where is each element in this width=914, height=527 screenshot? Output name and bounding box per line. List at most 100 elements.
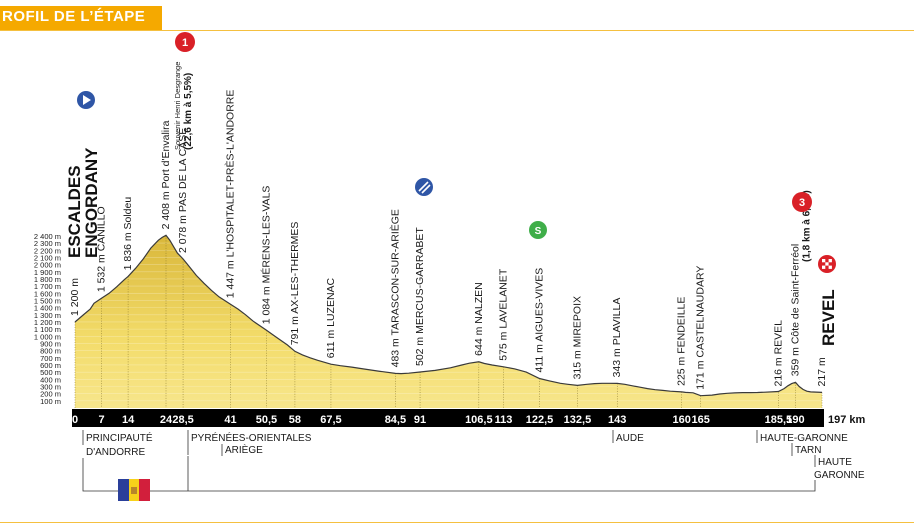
feed-zone-icon <box>415 178 433 196</box>
sprint-badge-letter: S <box>535 226 542 237</box>
region-andorra-line1: PRINCIPAUTÉ <box>86 431 153 444</box>
finish-checker <box>822 259 826 263</box>
place-label: 502 m MERCUS-GARRABET <box>414 227 426 366</box>
bottom-rule <box>0 522 914 523</box>
place-label: 611 m LUZENAC <box>325 277 337 358</box>
place-label: 1 447 m L'HOSPITALET-PRÈS-L'ANDORRE <box>223 90 236 299</box>
x-tick-label: 122,5 <box>526 414 554 426</box>
y-tick-label: 1 600 m <box>34 289 61 298</box>
region-pyrenees: PYRÉNÉES-ORIENTALES <box>191 431 312 444</box>
y-tick-label: 1 900 m <box>34 268 61 277</box>
x-tick-label: 160 <box>673 414 691 426</box>
km-total-bg <box>824 409 884 427</box>
flag-red <box>139 479 150 501</box>
finish-checker <box>822 265 826 269</box>
place-label: 216 m REVEL <box>772 320 784 387</box>
km-bar <box>72 409 824 427</box>
place-label: 1 084 m MÉRENS-LES-VALS <box>259 186 272 325</box>
place-label: 644 m NALZEN <box>473 282 485 356</box>
finish-checker <box>828 259 832 263</box>
x-tick-label: 143 <box>608 414 626 426</box>
profile-line <box>74 234 823 397</box>
y-tick-label: 1 100 m <box>34 325 61 334</box>
x-tick-label: 24 <box>160 414 173 426</box>
x-tick-label: 132,5 <box>564 414 592 426</box>
region-haute-garonne: HAUTE-GARONNE <box>760 433 848 444</box>
y-tick-label: 100 m <box>40 397 61 406</box>
place-label: 171 m CASTELNAUDARY <box>695 266 707 390</box>
place-label: 2 078 m PAS DE LA CASE <box>177 128 189 253</box>
finish-icon <box>818 255 836 273</box>
andorra-flag-icon <box>118 479 150 501</box>
x-tick-label: 7 <box>98 414 104 426</box>
y-tick-label: 900 m <box>40 339 61 348</box>
x-tick-label: 50,5 <box>256 414 277 426</box>
x-tick-label: 165 <box>691 414 709 426</box>
region-tarn: TARN <box>795 445 821 456</box>
x-tick-label: 28,5 <box>172 414 193 426</box>
climb1-badge: 1 <box>175 32 195 52</box>
y-tick-label: 400 m <box>40 375 61 384</box>
region-ariege: ARIÈGE <box>225 443 263 456</box>
y-tick-label: 2 000 m <box>34 261 61 270</box>
x-tick-label: 14 <box>122 414 135 426</box>
x-tick-label: 84,5 <box>385 414 406 426</box>
x-tick-label: 58 <box>289 414 301 426</box>
title-bar <box>0 6 162 30</box>
x-tick-label: 41 <box>224 414 236 426</box>
y-tick-label: 1 500 m <box>34 296 61 305</box>
y-tick-label: 2 300 m <box>34 239 61 248</box>
y-tick-label: 1 000 m <box>34 332 61 341</box>
place-label: 411 m AIGUES-VIVES <box>534 268 546 373</box>
place-label: 2 408 m Port d'Envalira <box>160 120 172 229</box>
sprint-badge: S <box>529 221 547 239</box>
elevation-grid <box>75 235 822 402</box>
x-tick-label: 113 <box>495 414 513 426</box>
y-tick-label: 1 400 m <box>34 304 61 313</box>
y-tick-label: 200 m <box>40 390 61 399</box>
place-label: 225 m FENDEILLE <box>676 297 688 386</box>
sprint-badge-circle <box>529 221 547 239</box>
climb3-badge-number: 3 <box>799 197 805 209</box>
x-tick-label: 106,5 <box>465 414 493 426</box>
x-tick-label: 0 <box>72 414 78 426</box>
y-tick-label: 500 m <box>40 368 61 377</box>
x-tick-label: 185,5 <box>765 414 793 426</box>
climb1-badge-circle <box>175 32 195 52</box>
finish-checker <box>825 262 829 266</box>
title-rule <box>0 30 914 31</box>
region-labels: PRINCIPAUTÉ D'ANDORRE PYRÉNÉES-ORIENTALESA… <box>82 430 865 481</box>
flag-blue <box>118 479 129 501</box>
chart-title: ROFIL DE L’ÉTAPE <box>2 8 146 25</box>
y-tick-label: 600 m <box>40 361 61 370</box>
region-andorra-line2: D'ANDORRE <box>86 447 145 458</box>
y-tick-label: 300 m <box>40 382 61 391</box>
y-tick-label: 1 300 m <box>34 311 61 320</box>
y-tick-label: 1 700 m <box>34 282 61 291</box>
x-tick-label: 91 <box>414 414 426 426</box>
region-haute-garonne2-line2: GARONNE <box>814 470 865 481</box>
flag-emblem <box>131 487 137 494</box>
climb3-detail: (1,8 km à 6,6%) <box>801 190 812 262</box>
y-tick-label: 1 200 m <box>34 318 61 327</box>
x-tick-label: 190 <box>786 414 804 426</box>
place-label: 1 836 m Soldeu <box>122 197 134 271</box>
start-icon <box>77 91 95 109</box>
start-name-line1: ESCALDES <box>65 165 84 258</box>
climb1-subtitle: Souvenir Henri Desgrange <box>173 62 182 150</box>
place-label: 315 m MIREPOIX <box>571 296 583 379</box>
feed-zone-stripes <box>418 181 431 194</box>
y-tick-label: 2 400 m <box>34 232 61 241</box>
x-tick-label: 197 km <box>828 414 866 426</box>
andorra-bracket <box>82 456 816 492</box>
climb3-badge-circle <box>792 192 812 212</box>
x-tick-label: 67,5 <box>320 414 341 426</box>
climb3-badge: 3 <box>792 192 812 212</box>
place-label: 343 m PLAVILLA <box>611 298 623 378</box>
start-name-line2: ENGORDANY <box>82 147 101 258</box>
climb1-badge-number: 1 <box>182 37 188 49</box>
start-icon-arrow <box>83 95 91 105</box>
